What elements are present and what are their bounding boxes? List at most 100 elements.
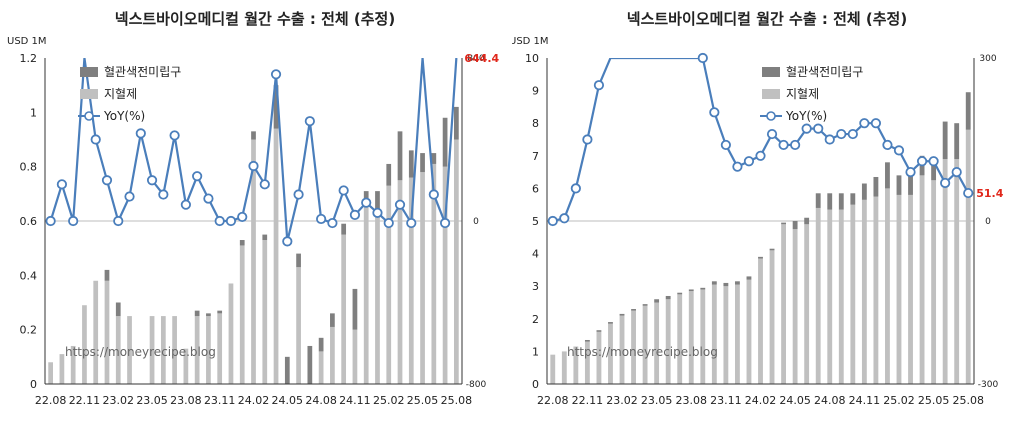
yoy-point-24.03	[766, 128, 778, 140]
bar-embolic-23.01	[104, 269, 110, 281]
yoy-point-24.03	[259, 179, 270, 190]
yoy-point-24.01	[237, 211, 248, 223]
yoy-point-24.02	[248, 160, 259, 172]
bar-hemostat-22.09	[561, 351, 567, 384]
bar-hemostat-22.08	[48, 362, 54, 384]
bar-hemostat-24.08	[827, 209, 833, 384]
watermark: https://moneyrecipe.blog	[567, 345, 718, 359]
bar-hemostat-23.06	[160, 316, 166, 384]
bar-embolic-24.04	[273, 85, 279, 129]
yoy-point-25.06	[940, 177, 951, 189]
bar-hemostat-23.07	[677, 294, 683, 384]
bar-embolic-25.07	[954, 123, 960, 160]
yoy-point-23.11	[214, 215, 225, 227]
bar-hemostat-24.04	[273, 128, 279, 384]
yoy-point-25.02	[893, 145, 905, 156]
bar-embolic-24.09	[838, 193, 844, 210]
bar-hemostat-23.08	[688, 291, 694, 384]
bar-hemostat-24.03	[262, 240, 268, 384]
yoy-point-24.05	[282, 236, 293, 247]
bar-hemostat-23.08	[183, 348, 189, 384]
yoy-point-23.07	[169, 130, 180, 141]
bar-embolic-25.02	[386, 163, 392, 186]
x-tick-label: 25.08	[952, 394, 984, 407]
yoy-line-clip	[552, 58, 970, 223]
bar-embolic-23.11	[217, 310, 223, 314]
chart-panel-left: 넥스트바이오메디컬 월간 수출 : 전체 (추정) USD 1M 0 0.2 0.4 0.…	[7, 10, 500, 407]
bar-embolic-24.01	[746, 276, 752, 280]
legend-label-yoy: YoY(%)	[785, 109, 827, 123]
y-axis-unit-label: USD 1M	[512, 36, 549, 47]
bar-hemostat-23.04	[642, 305, 648, 384]
bar-hemostat-23.02	[115, 316, 121, 384]
bar-hemostat-25.03	[908, 194, 913, 384]
bar-hemostat-24.04	[781, 224, 787, 384]
legend-marker-yoy	[766, 111, 776, 121]
bar-hemostat-24.06	[296, 267, 301, 384]
yoy-point-23.10	[709, 107, 720, 118]
yoy-point-23.05	[146, 175, 158, 186]
y-left-tick-label: 1.2	[20, 52, 38, 65]
bar-hemostat-25.04	[408, 177, 414, 384]
yoy-point-25.04	[916, 156, 928, 167]
yoy-point-23.12	[225, 215, 237, 227]
bar-embolic-24.08	[827, 193, 833, 210]
x-tick-label: 24.08	[814, 394, 846, 407]
bar-hemostat-23.09	[194, 316, 200, 384]
bar-embolic-24.02	[758, 256, 763, 259]
bar-hemostat-23.03	[631, 310, 636, 384]
bar-hemostat-25.07	[954, 159, 960, 384]
bar-hemostat-25.08	[965, 129, 971, 384]
yoy-point-23.02	[113, 215, 124, 227]
bar-embolic-23.11	[723, 282, 729, 287]
bar-hemostat-24.09	[838, 209, 844, 384]
y-left-tick-label: 1	[30, 106, 37, 119]
x-tick-label: 25.05	[918, 394, 950, 407]
yoy-point-23.06	[158, 189, 169, 200]
bar-hemostat-24.01	[239, 245, 245, 384]
yoy-point-23.04	[135, 128, 146, 139]
legend-label-hemostat: 지혈제	[104, 87, 137, 101]
bar-embolic-24.04	[781, 222, 787, 225]
bar-embolic-23.02	[619, 313, 625, 316]
yoy-point-22.08	[45, 215, 56, 227]
y-right-tick-label: 0	[473, 217, 479, 227]
yoy-point-25.05	[928, 156, 939, 167]
bar-embolic-24.12	[363, 191, 369, 200]
bar-hemostat-25.07	[442, 166, 448, 384]
yoy-point-23.01	[101, 175, 113, 186]
bar-hemostat-22.08	[550, 354, 556, 384]
x-tick-label: 22.11	[69, 394, 101, 407]
bar-embolic-24.03	[262, 234, 268, 241]
yoy-point-24.12	[870, 118, 882, 129]
y-left-tick-label: 8	[532, 117, 539, 130]
bar-hemostat-23.10	[206, 316, 211, 384]
yoy-point-24.07	[304, 116, 315, 127]
bar-hemostat-23.05	[654, 302, 660, 384]
bar-hemostat-24.07	[815, 207, 821, 384]
bar-hemostat-23.01	[104, 280, 110, 384]
bar-hemostat-22.12	[596, 331, 602, 384]
bar-hemostat-23.06	[665, 299, 671, 384]
yoy-point-25.01	[882, 139, 893, 151]
y-left-tick-label: 0.2	[20, 324, 38, 337]
bar-hemostat-23.10	[711, 284, 717, 384]
bar-embolic-25.08	[965, 92, 971, 130]
y-left-tick-label: 1	[532, 345, 539, 358]
yoy-point-24.11	[859, 118, 870, 129]
yoy-point-24.04	[270, 69, 282, 80]
x-tick-label: 24.02	[745, 394, 777, 407]
x-tick-label: 23.11	[710, 394, 742, 407]
bar-embolic-23.10	[206, 313, 211, 317]
yoy-point-25.04	[406, 217, 417, 229]
yoy-end-label: 644.4	[464, 52, 499, 65]
bar-hemostat-23.11	[217, 313, 223, 384]
yoy-point-22.10	[570, 183, 581, 194]
bar-embolic-24.06	[296, 253, 301, 268]
yoy-point-23.09	[192, 171, 203, 182]
yoy-point-24.10	[338, 185, 349, 196]
yoy-point-24.06	[293, 189, 304, 200]
bar-hemostat-24.10	[850, 204, 856, 384]
x-tick-label: 24.05	[779, 394, 811, 407]
